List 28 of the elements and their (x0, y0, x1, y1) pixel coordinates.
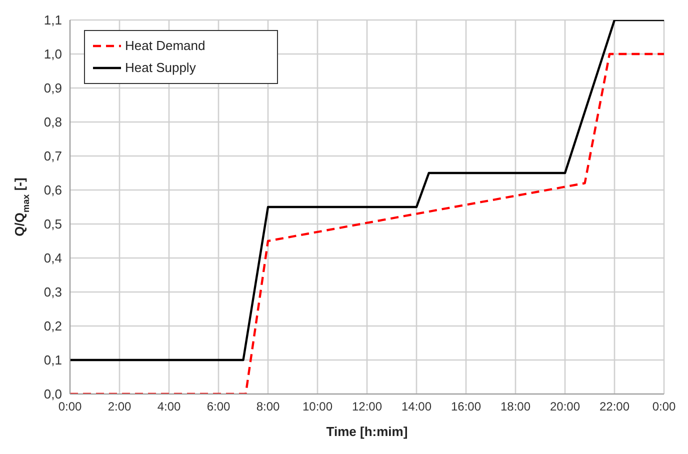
y-tick-label: 0,7 (44, 148, 62, 164)
y-tick-label: 0,5 (44, 216, 62, 232)
legend-label: Heat Supply (125, 59, 196, 77)
y-tick-label: 0,6 (44, 182, 62, 198)
x-tick-label: 0:00 (652, 400, 676, 414)
x-tick-label: 20:00 (550, 400, 580, 414)
y-tick-label: 1,1 (44, 12, 62, 28)
x-tick-label: 18:00 (500, 400, 531, 414)
legend-label: Heat Demand (125, 37, 206, 55)
y-tick-label: 0,2 (44, 318, 62, 334)
y-tick-label: 0,8 (44, 114, 62, 130)
x-tick-label: 8:00 (256, 400, 280, 414)
x-tick-label: 2:00 (108, 400, 132, 414)
x-tick-label: 6:00 (206, 400, 230, 414)
y-tick-label: 1,0 (44, 46, 62, 62)
y-tick-label: 0,1 (44, 352, 62, 368)
x-tick-label: 22:00 (599, 400, 630, 414)
y-tick-label: 0,3 (44, 284, 62, 300)
x-tick-label: 10:00 (302, 400, 333, 414)
x-tick-label: 4:00 (157, 400, 181, 414)
x-tick-label: 12:00 (352, 400, 382, 414)
x-tick-label: 16:00 (450, 400, 482, 414)
x-tick-label: 14:00 (401, 400, 432, 414)
y-tick-label: 0,4 (44, 250, 62, 266)
y-tick-label: 0,9 (44, 80, 62, 96)
y-tick-label: 0,0 (44, 386, 62, 402)
x-tick-label: 0:00 (58, 400, 82, 414)
x-axis-title: Time [h:mim] (326, 424, 408, 439)
